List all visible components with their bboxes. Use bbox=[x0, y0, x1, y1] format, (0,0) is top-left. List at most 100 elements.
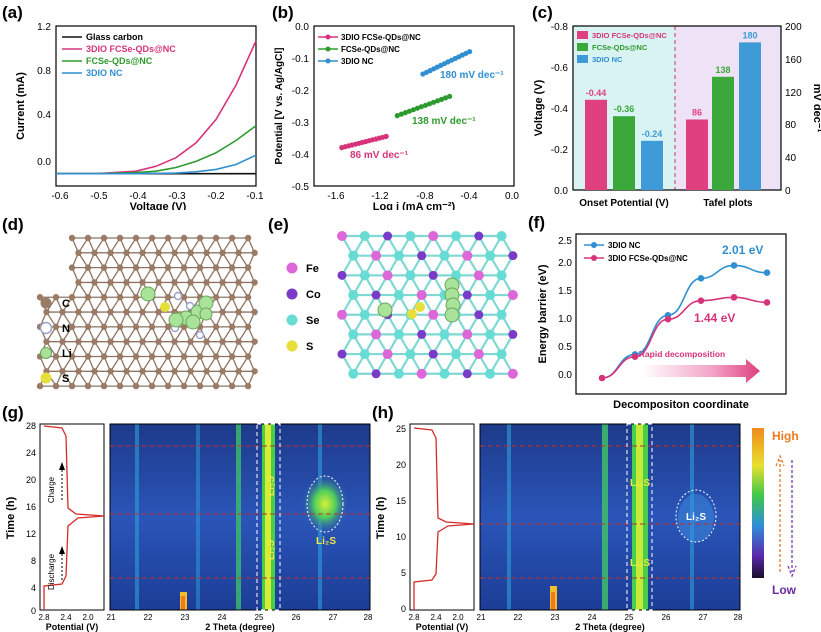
carbon-atom bbox=[212, 323, 220, 331]
lattice-atom bbox=[393, 329, 404, 340]
panel-c-legend: 3DIO FCSe-QDs@NC FCSe-QDs@NC 3DIO NC bbox=[577, 31, 667, 64]
tafel-bar bbox=[712, 76, 734, 190]
species-label: Li₂S bbox=[266, 476, 277, 496]
energy-point bbox=[730, 262, 738, 269]
lattice-atom bbox=[473, 270, 484, 281]
discharge-label: Discharge bbox=[47, 553, 56, 590]
carbon-atom bbox=[132, 353, 140, 360]
carbon-atom bbox=[180, 234, 188, 242]
legend-entry: FCSe-QDs@NC bbox=[341, 45, 400, 54]
energy-point bbox=[763, 299, 771, 306]
tafel-value: 86 bbox=[692, 108, 702, 118]
lattice-atom bbox=[371, 290, 381, 300]
legend-entry: 3DIO FCSe-QDs@NC bbox=[592, 31, 667, 40]
carbon-atom bbox=[59, 308, 66, 316]
carbon-atom bbox=[219, 338, 226, 345]
y-tick: 0.0 bbox=[558, 370, 572, 381]
carbon-atom bbox=[164, 294, 172, 301]
x-tick: 26 bbox=[662, 613, 671, 622]
tafel-point bbox=[422, 102, 429, 108]
panel-b-series-points bbox=[339, 49, 473, 151]
tafel-point bbox=[438, 96, 445, 102]
lattice-atom bbox=[359, 309, 370, 320]
lattice-atom bbox=[439, 329, 450, 340]
y-tick-right: 80 bbox=[785, 120, 797, 131]
lattice-atom bbox=[507, 368, 518, 379]
y-tick: 0 bbox=[31, 606, 36, 616]
lattice-atom bbox=[416, 368, 427, 379]
panel-f-series bbox=[598, 262, 771, 382]
carbon-atom bbox=[123, 308, 130, 316]
y-tick: 2.0 bbox=[558, 258, 572, 269]
carbon-atom bbox=[251, 308, 258, 316]
carbon-atom bbox=[148, 353, 156, 360]
carbon-atom bbox=[52, 382, 60, 390]
y-tick: 5 bbox=[401, 568, 406, 578]
carbon-atom bbox=[68, 323, 76, 331]
carbon-atom bbox=[139, 249, 146, 257]
colorbar: High Low bbox=[752, 428, 799, 597]
lattice-atom bbox=[496, 349, 507, 360]
colorbar-high: High bbox=[772, 429, 799, 443]
carbon-atom bbox=[100, 323, 108, 331]
carbon-atom bbox=[100, 353, 108, 360]
lattice-atom bbox=[439, 368, 450, 379]
x-tick: 25 bbox=[255, 613, 264, 622]
lattice-atom bbox=[462, 250, 473, 261]
legend-entry: FCSe-QDs@NC bbox=[592, 43, 648, 52]
legend-entry: Fe bbox=[306, 263, 319, 275]
species-label: Li₂S bbox=[316, 536, 336, 547]
lattice-atom bbox=[382, 270, 393, 281]
x-tick: 21 bbox=[107, 613, 116, 622]
y-tick-right: 40 bbox=[785, 153, 797, 164]
x-tick: -0.1 bbox=[246, 191, 264, 202]
carbon-atom bbox=[228, 353, 236, 360]
panel-a-ylabel: Current (mA) bbox=[15, 72, 27, 140]
x-tick: 21 bbox=[477, 613, 486, 622]
tafel-bar bbox=[739, 42, 761, 191]
panel-f-ylabel: Energy barrier (eV) bbox=[537, 264, 549, 363]
y-tick-right: 200 bbox=[785, 22, 802, 33]
x-tick: -0.3 bbox=[168, 191, 186, 202]
carbon-atom bbox=[235, 368, 242, 375]
carbon-atom bbox=[75, 279, 82, 286]
x-tick: 25 bbox=[625, 613, 634, 622]
y-tick: 1.5 bbox=[558, 286, 572, 297]
carbon-atom bbox=[91, 368, 98, 375]
group-label: Tafel plots bbox=[703, 198, 753, 209]
carbon-atom bbox=[219, 279, 226, 286]
carbon-atom bbox=[235, 249, 242, 257]
panel-d: (d) C N Li S bbox=[2, 215, 258, 390]
tafel-point bbox=[434, 98, 441, 104]
y-tick: 28 bbox=[26, 421, 36, 431]
carbon-atom bbox=[196, 264, 204, 271]
carbon-atom bbox=[187, 368, 194, 375]
lattice-atom bbox=[337, 349, 347, 359]
carbon-atom bbox=[219, 368, 226, 375]
carbon-atom bbox=[203, 338, 210, 345]
carbon-atom bbox=[164, 234, 172, 242]
carbon-atom bbox=[75, 368, 82, 375]
panel-a-label: (a) bbox=[2, 3, 23, 22]
carbon-atom bbox=[203, 279, 210, 286]
panel-b: (b) 0.0 -0.1 -0.2 -0.3 -0.4 -0.5 -1.6 -1… bbox=[272, 3, 519, 210]
lattice-atom bbox=[393, 250, 404, 261]
carbon-atom bbox=[100, 234, 108, 242]
y-tick-right: 0 bbox=[785, 186, 791, 197]
carbon-atom bbox=[107, 308, 114, 316]
lattice-atom bbox=[439, 250, 450, 261]
carbon-atom bbox=[155, 249, 162, 257]
onset-value: -0.24 bbox=[642, 129, 663, 139]
carbon-atom bbox=[235, 338, 242, 345]
energy-point bbox=[631, 353, 639, 361]
legend-entry: FCSe-QDs@NC bbox=[86, 56, 153, 66]
x-tick: 2.0 bbox=[82, 613, 94, 622]
carbon-atom bbox=[155, 368, 162, 375]
x-tick: -0.5 bbox=[90, 191, 108, 202]
y-tick-left: -0.6 bbox=[551, 63, 569, 74]
carbon-atom bbox=[36, 294, 44, 301]
x-tick: 28 bbox=[364, 613, 373, 622]
lattice-atom bbox=[428, 270, 438, 280]
lattice-atom bbox=[417, 251, 427, 261]
y-tick: 20 bbox=[396, 460, 406, 470]
